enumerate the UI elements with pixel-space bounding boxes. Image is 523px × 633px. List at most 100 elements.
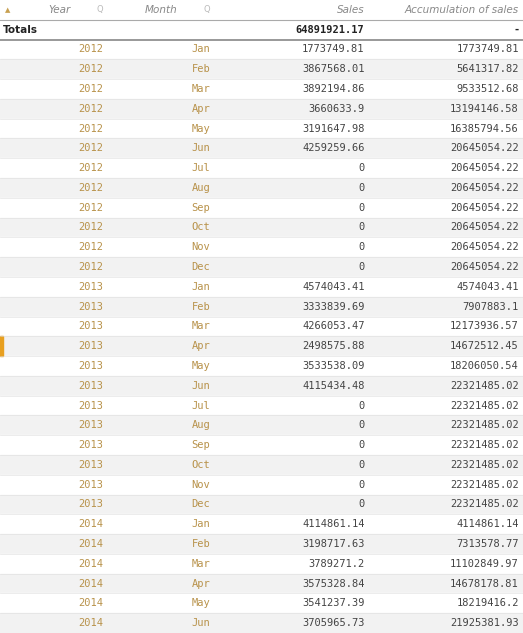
Text: -: - bbox=[515, 25, 519, 35]
Text: 22321485.02: 22321485.02 bbox=[450, 440, 519, 450]
Text: 0: 0 bbox=[358, 163, 365, 173]
Text: 20645054.22: 20645054.22 bbox=[450, 242, 519, 253]
Text: 7313578.77: 7313578.77 bbox=[456, 539, 519, 549]
Text: 22321485.02: 22321485.02 bbox=[450, 420, 519, 430]
Text: 2012: 2012 bbox=[78, 44, 103, 54]
Bar bbox=[0, 39, 523, 60]
Text: 2013: 2013 bbox=[78, 420, 103, 430]
Text: 0: 0 bbox=[358, 262, 365, 272]
Text: 0: 0 bbox=[358, 460, 365, 470]
Bar bbox=[0, 336, 3, 356]
Text: 20645054.22: 20645054.22 bbox=[450, 143, 519, 153]
Text: 3333839.69: 3333839.69 bbox=[302, 301, 365, 311]
Text: 2013: 2013 bbox=[78, 341, 103, 351]
Text: 4114861.14: 4114861.14 bbox=[456, 519, 519, 529]
Text: 2013: 2013 bbox=[78, 480, 103, 490]
Text: 2012: 2012 bbox=[78, 64, 103, 74]
Text: 1773749.81: 1773749.81 bbox=[456, 44, 519, 54]
Bar bbox=[0, 197, 523, 218]
Text: 2012: 2012 bbox=[78, 123, 103, 134]
Text: 0: 0 bbox=[358, 183, 365, 193]
Text: Mar: Mar bbox=[191, 84, 210, 94]
Text: 2013: 2013 bbox=[78, 361, 103, 371]
Text: 2012: 2012 bbox=[78, 104, 103, 114]
Text: 2012: 2012 bbox=[78, 84, 103, 94]
Text: 4574043.41: 4574043.41 bbox=[302, 282, 365, 292]
Bar bbox=[0, 415, 523, 436]
Text: Feb: Feb bbox=[191, 64, 210, 74]
Text: 20645054.22: 20645054.22 bbox=[450, 183, 519, 193]
Text: Apr: Apr bbox=[191, 341, 210, 351]
Text: 2014: 2014 bbox=[78, 539, 103, 549]
Text: Aug: Aug bbox=[191, 183, 210, 193]
Text: 21925381.93: 21925381.93 bbox=[450, 618, 519, 628]
Bar bbox=[0, 277, 523, 297]
Bar bbox=[0, 336, 523, 356]
Bar bbox=[0, 554, 523, 573]
Text: 18219416.2: 18219416.2 bbox=[456, 598, 519, 608]
Bar bbox=[0, 257, 523, 277]
Text: 2013: 2013 bbox=[78, 401, 103, 411]
Text: 18206050.54: 18206050.54 bbox=[450, 361, 519, 371]
Text: May: May bbox=[191, 123, 210, 134]
Text: 2012: 2012 bbox=[78, 242, 103, 253]
Text: Jan: Jan bbox=[191, 519, 210, 529]
Bar bbox=[0, 534, 523, 554]
Text: 4574043.41: 4574043.41 bbox=[456, 282, 519, 292]
Bar bbox=[0, 158, 523, 178]
Text: 3191647.98: 3191647.98 bbox=[302, 123, 365, 134]
Text: 20645054.22: 20645054.22 bbox=[450, 222, 519, 232]
Text: 20645054.22: 20645054.22 bbox=[450, 163, 519, 173]
Text: 14678178.81: 14678178.81 bbox=[450, 579, 519, 589]
Bar bbox=[0, 573, 523, 594]
Text: Jan: Jan bbox=[191, 282, 210, 292]
Text: Jun: Jun bbox=[191, 143, 210, 153]
Text: 0: 0 bbox=[358, 203, 365, 213]
Text: Sep: Sep bbox=[191, 440, 210, 450]
Text: 64891921.17: 64891921.17 bbox=[296, 25, 365, 35]
Text: 2013: 2013 bbox=[78, 440, 103, 450]
Text: 0: 0 bbox=[358, 480, 365, 490]
Bar bbox=[0, 99, 523, 119]
Bar bbox=[0, 436, 523, 455]
Text: Jul: Jul bbox=[191, 401, 210, 411]
Text: 2498575.88: 2498575.88 bbox=[302, 341, 365, 351]
Text: 2014: 2014 bbox=[78, 618, 103, 628]
Text: Jan: Jan bbox=[191, 44, 210, 54]
Text: Accumulation of sales: Accumulation of sales bbox=[405, 5, 519, 15]
Text: 14672512.45: 14672512.45 bbox=[450, 341, 519, 351]
Text: 3867568.01: 3867568.01 bbox=[302, 64, 365, 74]
Text: 20645054.22: 20645054.22 bbox=[450, 203, 519, 213]
Text: Sales: Sales bbox=[337, 5, 365, 15]
Text: 11102849.97: 11102849.97 bbox=[450, 559, 519, 569]
Bar bbox=[0, 613, 523, 633]
Text: 4114861.14: 4114861.14 bbox=[302, 519, 365, 529]
Text: Jun: Jun bbox=[191, 380, 210, 391]
Text: 22321485.02: 22321485.02 bbox=[450, 480, 519, 490]
Text: Sep: Sep bbox=[191, 203, 210, 213]
Text: 3575328.84: 3575328.84 bbox=[302, 579, 365, 589]
Text: 5641317.82: 5641317.82 bbox=[456, 64, 519, 74]
Text: 2014: 2014 bbox=[78, 519, 103, 529]
Text: 2012: 2012 bbox=[78, 203, 103, 213]
Text: Q: Q bbox=[96, 6, 103, 15]
Text: Apr: Apr bbox=[191, 104, 210, 114]
Text: 9533512.68: 9533512.68 bbox=[456, 84, 519, 94]
Bar bbox=[0, 594, 523, 613]
Text: 2013: 2013 bbox=[78, 380, 103, 391]
Text: Totals: Totals bbox=[3, 25, 38, 35]
Text: Jul: Jul bbox=[191, 163, 210, 173]
Text: 20645054.22: 20645054.22 bbox=[450, 262, 519, 272]
Bar bbox=[0, 218, 523, 237]
Text: 22321485.02: 22321485.02 bbox=[450, 499, 519, 510]
Text: Mar: Mar bbox=[191, 559, 210, 569]
Text: Year: Year bbox=[48, 5, 71, 15]
Bar bbox=[0, 119, 523, 139]
Bar bbox=[0, 356, 523, 376]
Text: 22321485.02: 22321485.02 bbox=[450, 460, 519, 470]
Text: 7907883.1: 7907883.1 bbox=[462, 301, 519, 311]
Text: Month: Month bbox=[145, 5, 178, 15]
Text: 3892194.86: 3892194.86 bbox=[302, 84, 365, 94]
Text: 2013: 2013 bbox=[78, 460, 103, 470]
Text: Mar: Mar bbox=[191, 322, 210, 332]
